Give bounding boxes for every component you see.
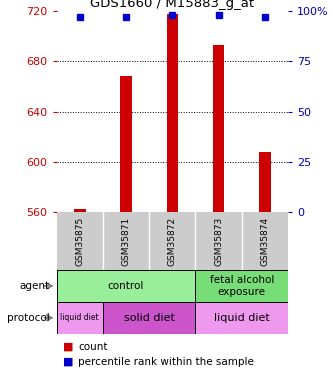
- Text: ■: ■: [63, 342, 74, 352]
- Text: liquid diet: liquid diet: [61, 314, 99, 322]
- Text: solid diet: solid diet: [124, 313, 174, 323]
- Bar: [213, 45, 224, 212]
- Text: protocol: protocol: [7, 313, 50, 323]
- Text: GSM35874: GSM35874: [260, 216, 269, 266]
- Bar: [57, 302, 103, 334]
- Text: count: count: [78, 342, 108, 352]
- Title: GDS1660 / M15883_g_at: GDS1660 / M15883_g_at: [90, 0, 254, 10]
- Text: percentile rank within the sample: percentile rank within the sample: [78, 357, 254, 367]
- Text: GSM35873: GSM35873: [214, 216, 223, 266]
- Bar: [57, 270, 195, 302]
- Text: control: control: [108, 281, 144, 291]
- Bar: [166, 14, 178, 212]
- Bar: [259, 152, 271, 212]
- Text: fetal alcohol
exposure: fetal alcohol exposure: [209, 275, 274, 297]
- Bar: [74, 209, 86, 212]
- Bar: [195, 270, 288, 302]
- Text: liquid diet: liquid diet: [214, 313, 270, 323]
- Text: GSM35872: GSM35872: [168, 216, 177, 266]
- Text: GSM35871: GSM35871: [122, 216, 131, 266]
- Text: GSM35875: GSM35875: [75, 216, 84, 266]
- Text: agent: agent: [20, 281, 50, 291]
- Bar: [195, 302, 288, 334]
- Bar: [120, 76, 132, 212]
- Bar: [103, 302, 195, 334]
- Text: ■: ■: [63, 357, 74, 367]
